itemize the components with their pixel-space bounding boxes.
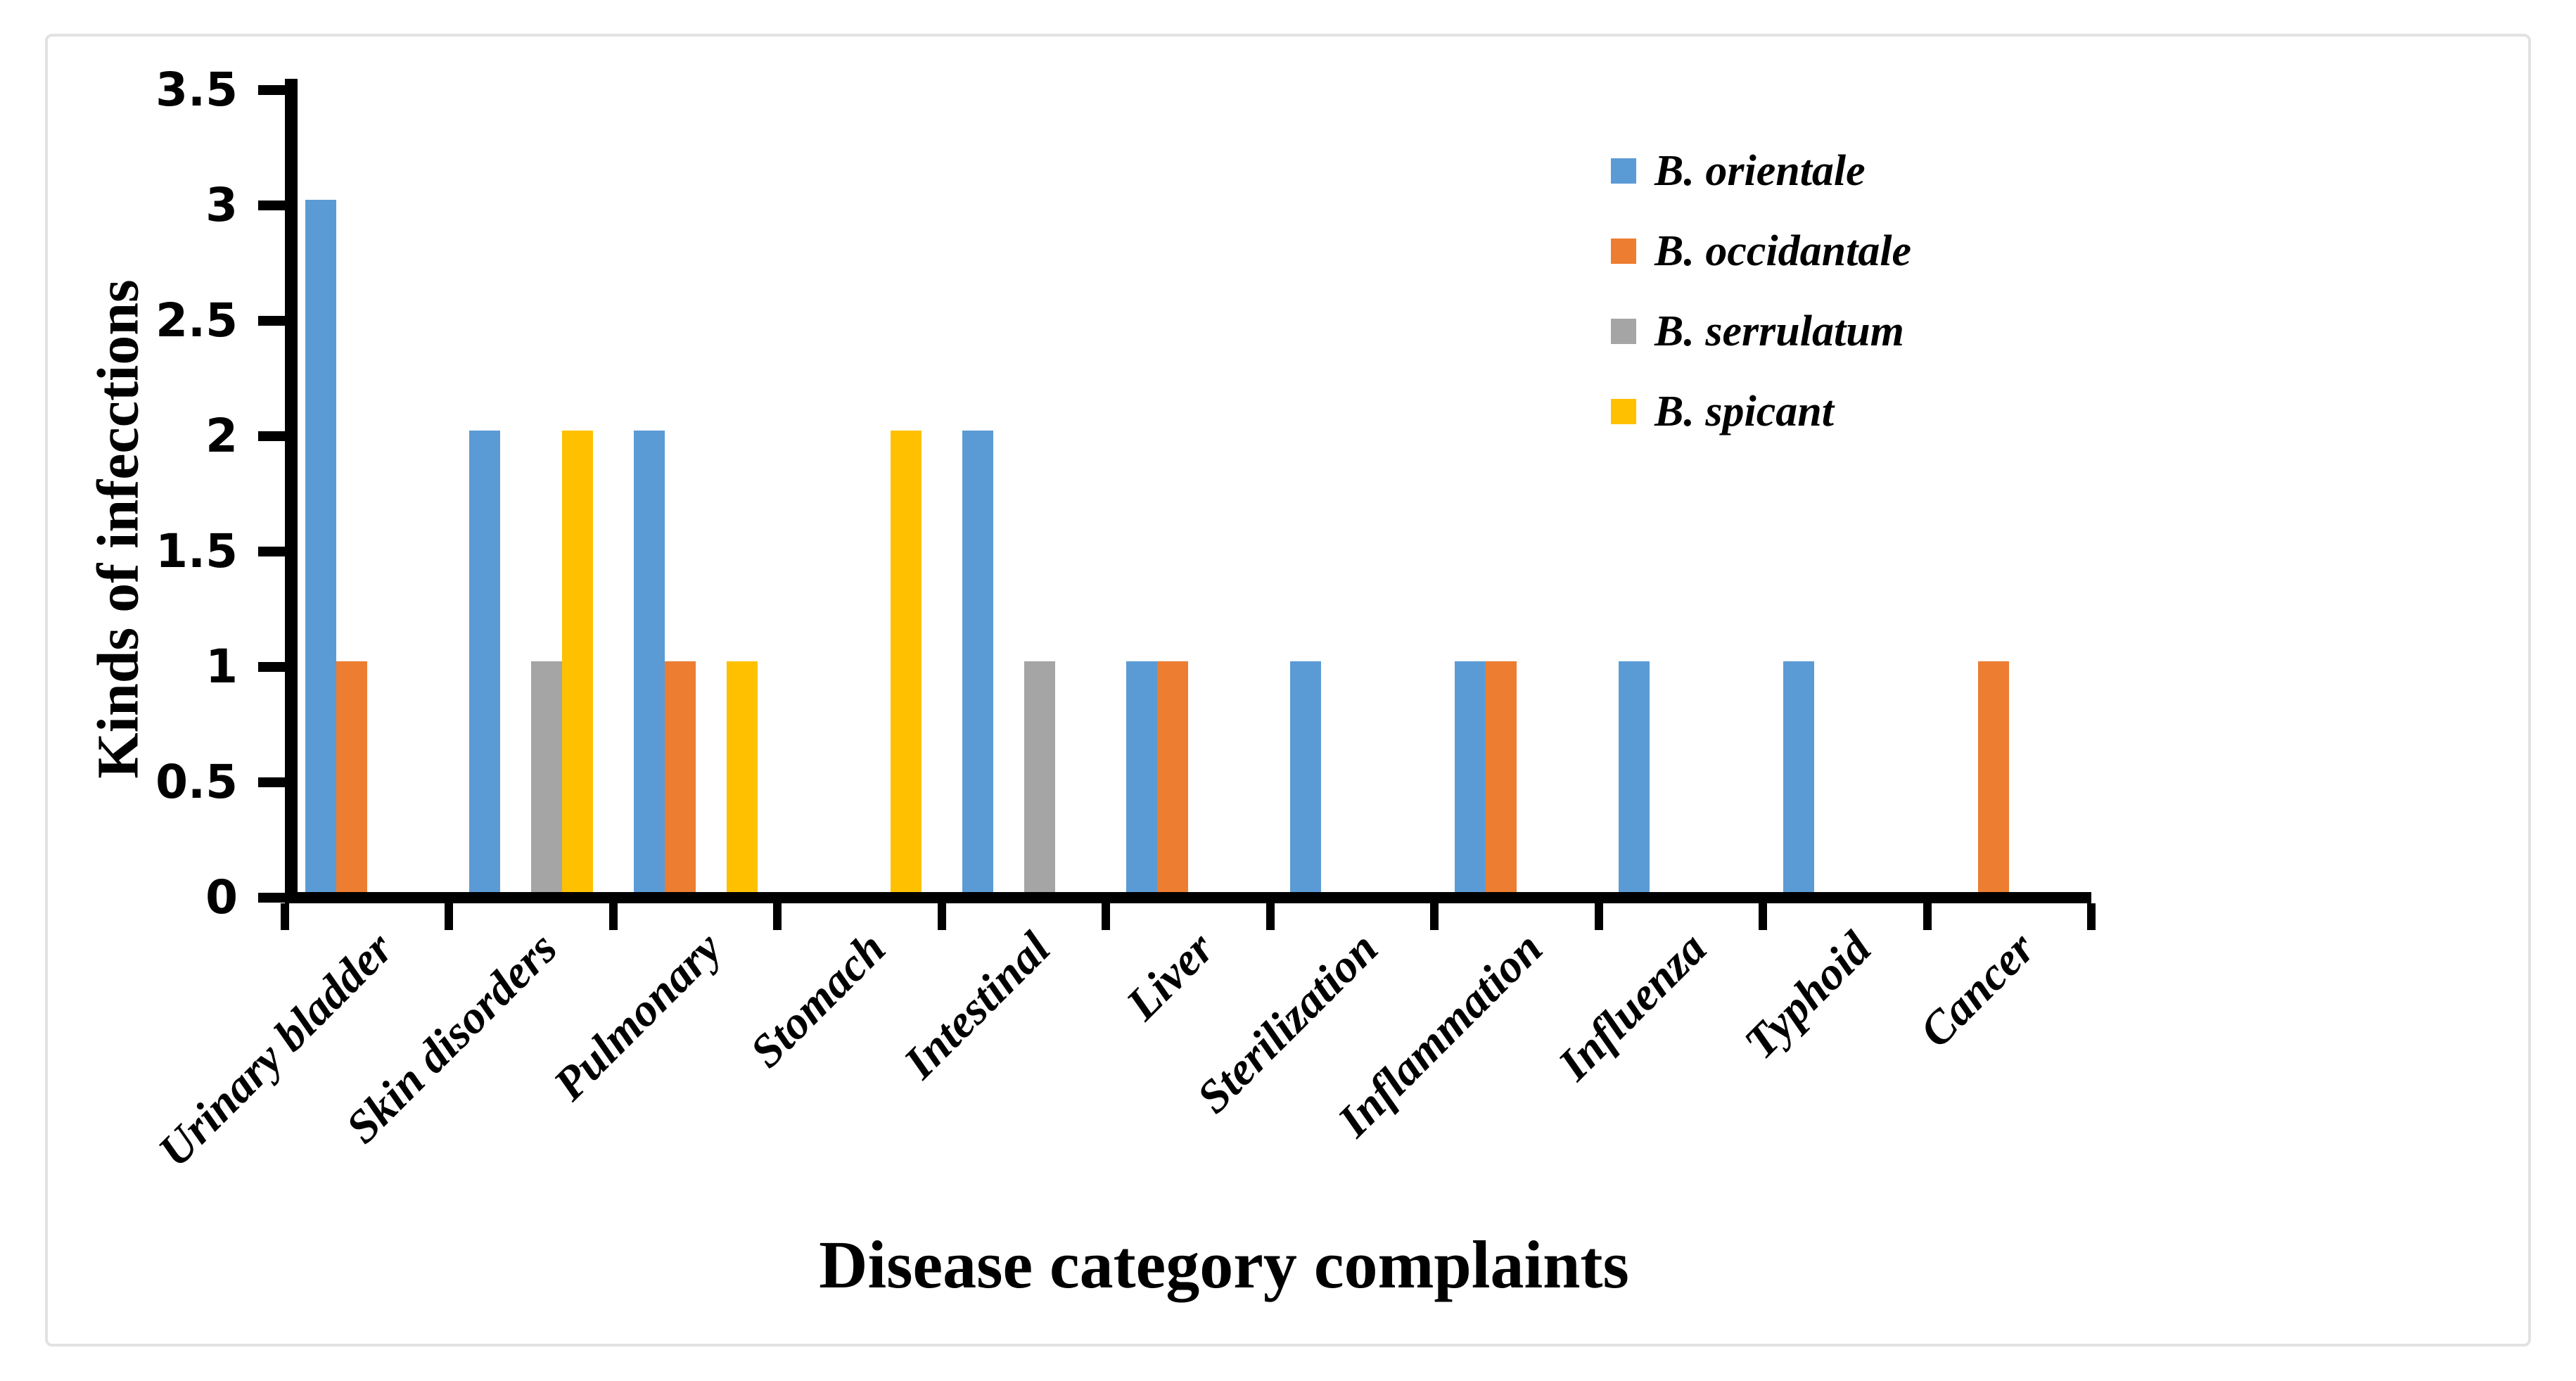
bar-column	[942, 84, 1106, 892]
legend-item: B. serrulatum	[1611, 291, 1911, 371]
y-tick-label: 3.5	[155, 63, 238, 117]
chart-frame	[45, 34, 2531, 1347]
bar-b-orientale	[1126, 661, 1157, 892]
x-tick	[1759, 903, 1768, 930]
bar-column	[1270, 84, 1434, 892]
y-tick-label: 1.5	[155, 524, 238, 578]
bar-column	[1599, 84, 1763, 892]
bar-column	[777, 84, 941, 892]
x-tick	[608, 903, 618, 930]
y-tick	[258, 316, 285, 326]
bar-b-occidantale	[336, 661, 367, 892]
legend-swatch	[1611, 319, 1636, 344]
legend-label: B. serrulatum	[1654, 307, 1904, 355]
bar-b-orientale	[1290, 661, 1322, 892]
bar-b-orientale	[469, 431, 501, 892]
y-tick	[258, 547, 285, 556]
y-tick	[258, 431, 285, 441]
bar-b-orientale	[1454, 661, 1486, 892]
y-tick	[258, 201, 285, 210]
bar-column	[1763, 84, 1927, 892]
x-tick	[1265, 903, 1275, 930]
y-tick-label: 0	[205, 870, 238, 924]
bar-b-orientale	[633, 431, 665, 892]
x-tick	[1594, 903, 1603, 930]
bar-column	[613, 84, 777, 892]
bar-b-orientale	[1619, 661, 1650, 892]
y-tick-label: 3	[205, 178, 238, 232]
bar-b-spicant	[726, 661, 758, 892]
bar-b-orientale	[962, 431, 993, 892]
bar-b-serrulatum	[1024, 661, 1055, 892]
legend-swatch	[1611, 158, 1636, 184]
y-tick	[258, 893, 285, 903]
x-tick	[2087, 903, 2096, 930]
bar-column	[1106, 84, 1270, 892]
bar-column	[1927, 84, 2091, 892]
y-tick	[258, 777, 285, 787]
legend-item: B. orientale	[1611, 131, 1911, 211]
legend-swatch	[1611, 238, 1636, 264]
x-tick	[445, 903, 454, 930]
bar-column	[449, 84, 613, 892]
bar-b-occidantale	[664, 661, 696, 892]
bar-b-occidantale	[1978, 661, 2010, 892]
bar-column	[1434, 84, 1598, 892]
x-tick	[937, 903, 946, 930]
y-tick	[258, 662, 285, 672]
legend: B. orientale B. occidantale B. serrulatum B…	[1611, 131, 1911, 452]
y-tick-label: 2	[205, 409, 238, 463]
legend-item: B. spicant	[1611, 371, 1911, 452]
bar-b-serrulatum	[531, 661, 563, 892]
x-tick	[1430, 903, 1439, 930]
x-axis-title: Disease category complaints	[819, 1227, 1629, 1302]
x-tick	[1923, 903, 1932, 930]
legend-label: B. orientale	[1654, 146, 1866, 195]
y-tick	[258, 85, 285, 95]
legend-label: B. spicant	[1654, 387, 1834, 435]
bar-b-occidantale	[1485, 661, 1517, 892]
legend-swatch	[1611, 399, 1636, 424]
x-tick	[773, 903, 782, 930]
bar-column	[285, 84, 449, 892]
y-tick-label: 1	[205, 639, 238, 694]
x-axis-line	[285, 892, 2091, 903]
legend-label: B. occidantale	[1654, 227, 1912, 275]
y-tick-label: 2.5	[155, 293, 238, 348]
bar-b-orientale	[305, 200, 336, 892]
bar-b-orientale	[1783, 661, 1814, 892]
bar-b-spicant	[891, 431, 922, 892]
x-tick	[281, 903, 289, 930]
y-axis-line	[285, 79, 298, 903]
bar-b-occidantale	[1156, 661, 1188, 892]
bar-b-spicant	[562, 431, 594, 892]
x-tick	[1102, 903, 1111, 930]
y-tick-label: 0.5	[155, 755, 238, 809]
legend-item: B. occidantale	[1611, 211, 1911, 291]
